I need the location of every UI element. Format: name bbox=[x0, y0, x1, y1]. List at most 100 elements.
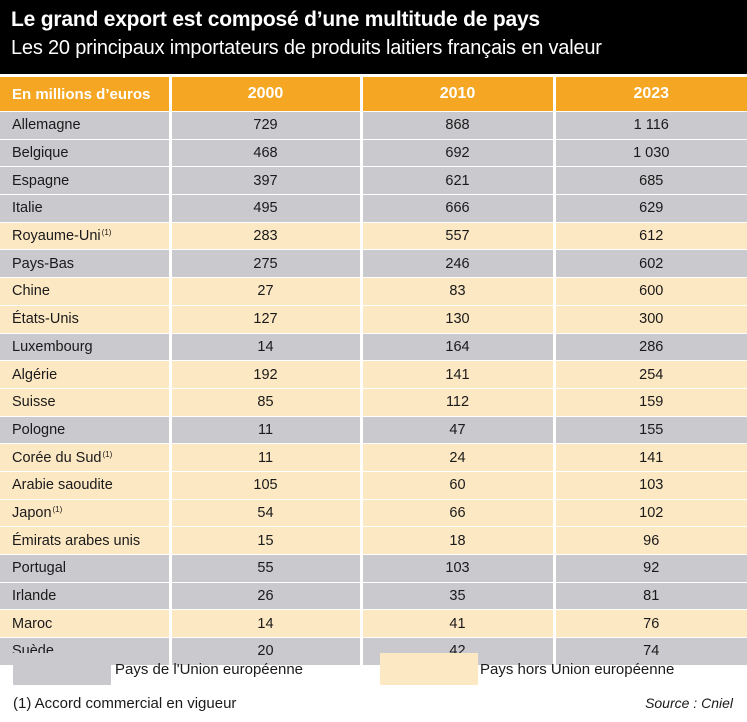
country-cell: Portugal bbox=[0, 554, 172, 583]
country-name: Royaume-Uni bbox=[12, 228, 101, 245]
country-cell: Émirats arabes unis bbox=[0, 526, 172, 555]
chart-title: Le grand export est composé d’une multit… bbox=[11, 8, 540, 31]
value-cell-2010: 868 bbox=[361, 111, 556, 140]
country-name: Pologne bbox=[12, 421, 66, 438]
unit-header: En millions d’euros bbox=[0, 77, 172, 112]
value-cell-2023: 96 bbox=[554, 526, 747, 555]
country-name: Japon bbox=[12, 504, 52, 521]
value-cell-2010: 35 bbox=[361, 581, 556, 610]
country-name: Maroc bbox=[12, 615, 53, 632]
value-cell-2000: 85 bbox=[170, 387, 363, 417]
value-cell-2000: 127 bbox=[170, 304, 363, 333]
country-cell: Belgique bbox=[0, 138, 172, 167]
table-row: Espagne 397 621 685 bbox=[0, 166, 747, 195]
value-cell-2010: 692 bbox=[361, 138, 556, 167]
value-cell-2000: 27 bbox=[170, 277, 363, 306]
country-cell: Corée du Sud(1) bbox=[0, 443, 172, 472]
country-cell: Algérie bbox=[0, 360, 172, 389]
value-cell-2000: 15 bbox=[170, 526, 363, 555]
table-row: Pologne 11 47 155 bbox=[0, 415, 747, 444]
value-cell-2000: 105 bbox=[170, 470, 363, 500]
value-cell-2010: 41 bbox=[361, 609, 556, 638]
chart-subtitle: Les 20 principaux importateurs de produi… bbox=[11, 37, 602, 59]
value-cell-2000: 11 bbox=[170, 443, 363, 472]
table-row: Pays-Bas 275 246 602 bbox=[0, 249, 747, 278]
value-cell-2010: 164 bbox=[361, 332, 556, 361]
table-row: Portugal 55 103 92 bbox=[0, 554, 747, 583]
value-cell-2000: 729 bbox=[170, 111, 363, 140]
value-cell-2023: 254 bbox=[554, 360, 747, 389]
value-cell-2000: 11 bbox=[170, 415, 363, 444]
value-cell-2000: 14 bbox=[170, 332, 363, 361]
table-row: Algérie 192 141 254 bbox=[0, 360, 747, 389]
value-cell-2000: 55 bbox=[170, 554, 363, 583]
legend-swatch-ue bbox=[13, 653, 111, 685]
country-name: Portugal bbox=[12, 560, 67, 577]
column-header-2010: 2010 bbox=[361, 77, 556, 112]
value-cell-2010: 66 bbox=[361, 498, 556, 527]
legend-label-ue: Pays de l'Union européenne bbox=[115, 661, 303, 678]
value-cell-2000: 20 bbox=[170, 637, 363, 665]
table-row: États-Unis 127 130 300 bbox=[0, 304, 747, 333]
value-cell-2023: 1 030 bbox=[554, 138, 747, 167]
country-name: Irlande bbox=[12, 588, 57, 605]
value-cell-2010: 18 bbox=[361, 526, 556, 555]
value-cell-2000: 54 bbox=[170, 498, 363, 527]
country-cell: États-Unis bbox=[0, 304, 172, 333]
value-cell-2000: 275 bbox=[170, 249, 363, 278]
country-cell: Luxembourg bbox=[0, 332, 172, 361]
country-cell: Japon(1) bbox=[0, 498, 172, 527]
source-credit: Source : Cniel bbox=[645, 695, 733, 711]
table-row: Chine 27 83 600 bbox=[0, 277, 747, 306]
table-row: Arabie saoudite 105 60 103 bbox=[0, 470, 747, 500]
country-name: Italie bbox=[12, 200, 43, 217]
country-cell: Pologne bbox=[0, 415, 172, 444]
value-cell-2000: 283 bbox=[170, 221, 363, 250]
value-cell-2010: 103 bbox=[361, 554, 556, 583]
country-cell: Pays-Bas bbox=[0, 249, 172, 278]
value-cell-2023: 159 bbox=[554, 387, 747, 417]
value-cell-2023: 629 bbox=[554, 194, 747, 223]
value-cell-2010: 47 bbox=[361, 415, 556, 444]
table-header-row: En millions d’euros 2000 2010 2023 bbox=[0, 77, 747, 112]
table-row: Suisse 85 112 159 bbox=[0, 387, 747, 417]
value-cell-2023: 103 bbox=[554, 470, 747, 500]
country-cell: Suisse bbox=[0, 387, 172, 417]
country-cell: Espagne bbox=[0, 166, 172, 195]
country-name: Algérie bbox=[12, 366, 58, 383]
value-cell-2023: 81 bbox=[554, 581, 747, 610]
value-cell-2023: 685 bbox=[554, 166, 747, 195]
value-cell-2010: 83 bbox=[361, 277, 556, 306]
value-cell-2010: 666 bbox=[361, 194, 556, 223]
value-cell-2023: 102 bbox=[554, 498, 747, 527]
country-name: Luxembourg bbox=[12, 338, 93, 355]
footnote-marker: (1) bbox=[102, 449, 113, 459]
table-row: Royaume-Uni(1) 283 557 612 bbox=[0, 221, 747, 250]
country-cell: Allemagne bbox=[0, 111, 172, 140]
country-name: Pays-Bas bbox=[12, 255, 75, 272]
value-cell-2023: 300 bbox=[554, 304, 747, 333]
country-cell: Maroc bbox=[0, 609, 172, 638]
value-cell-2010: 246 bbox=[361, 249, 556, 278]
value-cell-2010: 112 bbox=[361, 387, 556, 417]
table-row: Japon(1) 54 66 102 bbox=[0, 498, 747, 527]
country-cell: Arabie saoudite bbox=[0, 470, 172, 500]
legend-label-hors-ue: Pays hors Union européenne bbox=[480, 661, 675, 678]
value-cell-2000: 397 bbox=[170, 166, 363, 195]
value-cell-2023: 76 bbox=[554, 609, 747, 638]
footnote-marker: (1) bbox=[101, 228, 112, 238]
data-table: En millions d’euros 2000 2010 2023 Allem… bbox=[0, 77, 747, 665]
value-cell-2010: 141 bbox=[361, 360, 556, 389]
footnote-marker: (1) bbox=[52, 504, 63, 514]
table-row: Corée du Sud(1) 11 24 141 bbox=[0, 443, 747, 472]
country-cell: Chine bbox=[0, 277, 172, 306]
country-name: Émirats arabes unis bbox=[12, 532, 141, 549]
country-cell: Italie bbox=[0, 194, 172, 223]
table-row: Belgique 468 692 1 030 bbox=[0, 138, 747, 167]
value-cell-2023: 286 bbox=[554, 332, 747, 361]
country-name: Allemagne bbox=[12, 117, 81, 134]
value-cell-2010: 130 bbox=[361, 304, 556, 333]
value-cell-2010: 24 bbox=[361, 443, 556, 472]
table-row: Émirats arabes unis 15 18 96 bbox=[0, 526, 747, 555]
country-name: Belgique bbox=[12, 145, 69, 162]
